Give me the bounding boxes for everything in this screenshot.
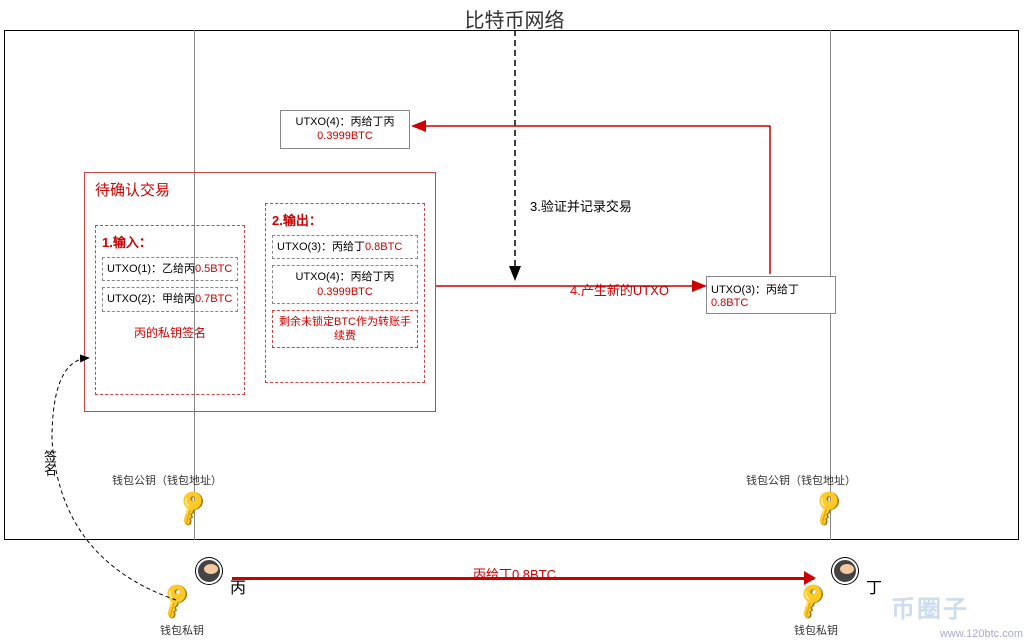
input-title: 1.输入： <box>102 232 238 251</box>
wallet-public-right: 钱包公钥（钱包地址） <box>746 472 856 488</box>
key-icon-private-left: 🔑 <box>154 579 198 622</box>
utxo1-amount: 0.5BTC <box>195 263 232 275</box>
utxo4-top-amount: 0.3999BTC <box>317 130 373 142</box>
signature-note: 丙的私钥签名 <box>102 324 238 341</box>
utxo4-top-box: UTXO(4)：丙给丁丙 0.3999BTC <box>280 110 410 149</box>
watermark-brand: 币圈子 <box>891 589 969 624</box>
wallet-public-left: 钱包公钥（钱包地址） <box>112 472 222 488</box>
utxo4-out: UTXO(4)：丙给丁丙 0.3999BTC <box>272 265 418 304</box>
step3-label: 3.验证并记录交易 <box>530 196 632 215</box>
utxo3-out: UTXO(3)：丙给丁0.8BTC <box>272 235 418 259</box>
remain-note: 剩余未锁定BTC作为转账手续费 <box>272 310 418 349</box>
utxo1: UTXO(1)：乙给丙0.5BTC <box>102 257 238 281</box>
key-icon-private-right: 🔑 <box>790 579 834 622</box>
wallet-private-right: 钱包私钥 <box>794 622 838 638</box>
utxo1-label: UTXO(1)：乙给丙 <box>107 263 195 275</box>
step4-label: 4.产生新的UTXO <box>570 280 669 299</box>
utxo2-label: UTXO(2)：甲给丙 <box>107 293 195 305</box>
utxo4-out-amount: 0.3999BTC <box>317 286 373 298</box>
output-title: 2.输出： <box>272 210 418 229</box>
utxo3-right-amount: 0.8BTC <box>711 297 748 309</box>
utxo2-amount: 0.7BTC <box>195 293 232 305</box>
transfer-label: 丙给丁0.8BTC <box>0 564 1029 583</box>
pending-tx-box: 待确认交易 1.输入： UTXO(1)：乙给丙0.5BTC UTXO(2)：甲给… <box>84 172 436 412</box>
utxo4-top-label: UTXO(4)：丙给丁丙 <box>296 116 395 128</box>
input-group: 1.输入： UTXO(1)：乙给丙0.5BTC UTXO(2)：甲给丙0.7BT… <box>95 225 245 395</box>
watermark-url: www.120btc.com <box>940 628 1023 640</box>
utxo3-right-box: UTXO(3)：丙给丁0.8BTC <box>706 276 836 314</box>
utxo2: UTXO(2)：甲给丙0.7BTC <box>102 287 238 311</box>
diagram-title: 比特币网络 <box>0 4 1029 33</box>
utxo3-out-amount: 0.8BTC <box>365 241 402 253</box>
output-group: 2.输出： UTXO(3)：丙给丁0.8BTC UTXO(4)：丙给丁丙 0.39… <box>265 203 425 383</box>
sign-vertical-label: 签名 <box>40 450 59 476</box>
utxo3-out-label: UTXO(3)：丙给丁 <box>277 241 365 253</box>
utxo4-out-label: UTXO(4)：丙给丁丙 <box>296 271 395 283</box>
wallet-private-left: 钱包私钥 <box>160 622 204 638</box>
pending-tx-title: 待确认交易 <box>95 171 170 200</box>
utxo3-right-label: UTXO(3)：丙给丁 <box>711 284 799 296</box>
